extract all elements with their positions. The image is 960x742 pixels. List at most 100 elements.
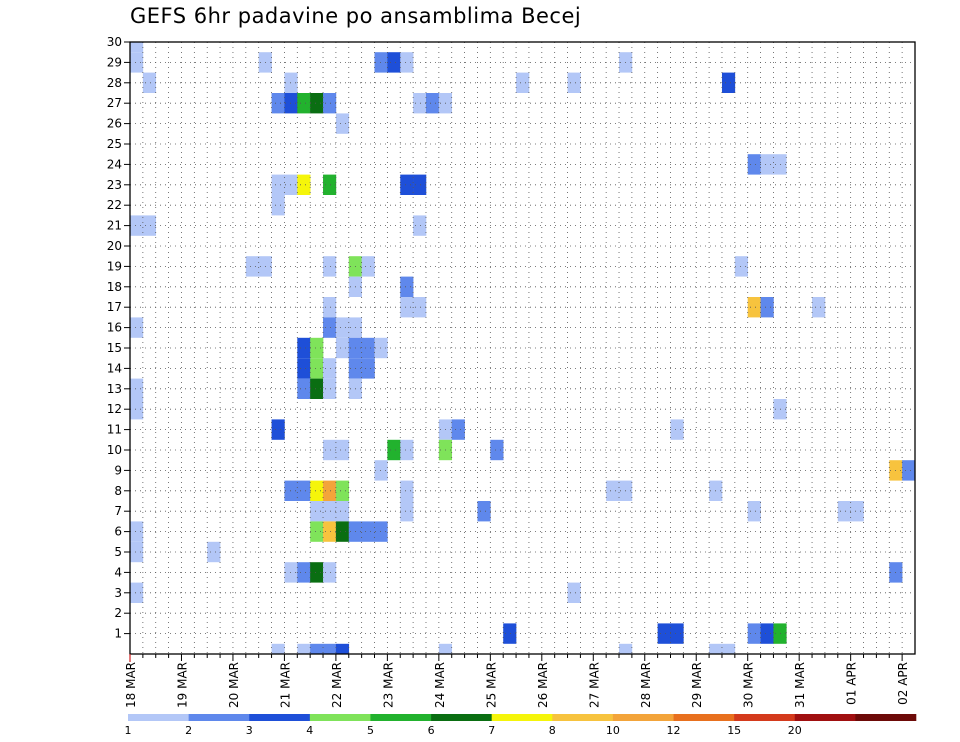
heatmap-cell (902, 460, 916, 481)
heatmap-cell (297, 562, 311, 583)
heatmap-cell (310, 358, 324, 379)
colorbar-swatch (612, 714, 674, 721)
colorbar-label: 1 (125, 724, 132, 737)
heatmap-cell (335, 113, 350, 134)
heatmap-cell (374, 521, 388, 542)
heatmap-cell (310, 378, 324, 399)
heatmap-cell (606, 480, 620, 501)
heatmap-cell (297, 643, 311, 654)
heatmap-cell (490, 439, 504, 461)
x-tick-label: 24 MAR (433, 662, 447, 708)
colorbar-label: 20 (788, 724, 802, 737)
heatmap-cell (323, 480, 337, 501)
heatmap-cell (477, 501, 491, 522)
heatmap-cell (760, 297, 774, 318)
colorbar-swatch (794, 714, 856, 721)
heatmap-cell (400, 174, 414, 195)
heatmap-cell (400, 276, 414, 297)
heatmap-cell (245, 256, 259, 277)
heatmap-cell (413, 215, 427, 236)
colorbar-swatch (188, 714, 250, 721)
colorbar-swatch (370, 714, 432, 721)
heatmap-cell (670, 419, 684, 440)
colorbar-swatch (309, 714, 371, 721)
heatmap-cell (747, 297, 761, 318)
heatmap-cell (310, 562, 324, 583)
heatmap-cell (670, 623, 684, 644)
heatmap-cell (837, 501, 851, 522)
heatmap-cell (284, 93, 298, 114)
heatmap-cell (760, 623, 774, 644)
y-tick-label: 25 (107, 137, 122, 151)
heatmap-cell (734, 256, 749, 277)
heatmap-cell (335, 643, 350, 654)
chart-title: GEFS 6hr padavine po ansamblima Becej (130, 4, 582, 28)
heatmap-cell (619, 643, 633, 654)
x-tick-label: 19 MAR (176, 662, 190, 708)
y-tick-label: 26 (107, 117, 122, 131)
y-tick-label: 8 (114, 484, 122, 498)
colorbar-label: 2 (185, 724, 192, 737)
heatmap-cell (284, 562, 298, 583)
x-tick-label: 20 MAR (227, 662, 241, 708)
heatmap-cell (323, 256, 337, 277)
y-tick-label: 10 (107, 443, 122, 457)
colorbar-label: 12 (667, 724, 681, 737)
heatmap-cell (657, 623, 671, 644)
heatmap-cell (747, 623, 761, 644)
cells-layer (130, 42, 916, 654)
x-tick-label: 28 MAR (639, 662, 653, 708)
heatmap-cell (516, 72, 530, 93)
heatmap-cell (130, 541, 144, 563)
plot-frame (129, 41, 916, 655)
grid-layer (130, 41, 915, 654)
y-tick-label: 3 (114, 586, 122, 600)
y-tick-label: 4 (114, 565, 122, 579)
y-tick-label: 24 (107, 157, 122, 171)
y-tick-label: 16 (107, 321, 122, 335)
heatmap-cell (297, 93, 311, 114)
x-tick-label: 21 MAR (278, 662, 292, 708)
heatmap-cell (400, 480, 414, 501)
x-tick-label: 27 MAR (587, 662, 601, 708)
colorbar-label: 7 (488, 724, 495, 737)
heatmap-cell (323, 562, 337, 583)
colorbar-swatch (855, 714, 917, 721)
heatmap-cell (284, 480, 298, 501)
heatmap-cell (812, 297, 826, 318)
colorbar-label: 5 (367, 724, 374, 737)
x-tick-label: 30 MAR (742, 662, 756, 708)
heatmap-cell (387, 439, 401, 461)
heatmap-cell (130, 52, 144, 73)
heatmap-cell (271, 174, 285, 195)
heatmap-cell (323, 93, 337, 114)
y-tick-label: 18 (107, 280, 122, 294)
colorbar-swatch (128, 714, 189, 721)
y-tick-label: 17 (107, 300, 122, 314)
heatmap-cell (297, 174, 311, 195)
heatmap-cell (361, 256, 375, 277)
x-tick-label: 31 MAR (793, 662, 807, 708)
y-tick-label: 22 (107, 198, 122, 212)
y-tick-label: 30 (107, 35, 122, 49)
y-tick-label: 20 (107, 239, 122, 253)
heatmap-cell (130, 378, 144, 399)
heatmap-cell (400, 501, 414, 522)
heatmap-cell (310, 93, 324, 114)
colorbar-label: 15 (727, 724, 741, 737)
heatmap-cell (335, 521, 350, 542)
heatmap-cell (271, 643, 285, 654)
heatmap-cell (374, 52, 388, 73)
colorbar-label: 10 (606, 724, 620, 737)
colorbar-label: 4 (306, 724, 313, 737)
y-tick-label: 12 (107, 402, 122, 416)
heatmap-cell (130, 521, 144, 542)
y-tick-label: 19 (107, 259, 122, 273)
heatmap-cell (335, 501, 350, 522)
heatmap-cell (361, 337, 375, 359)
heatmap-cell (310, 337, 324, 359)
heatmap-cell (747, 501, 761, 522)
colorbar: 1 2 3 4 5 6 7 8 10 12 15 20 (125, 714, 917, 737)
x-tick-label: 25 MAR (484, 662, 498, 708)
heatmap-cell (323, 317, 337, 338)
